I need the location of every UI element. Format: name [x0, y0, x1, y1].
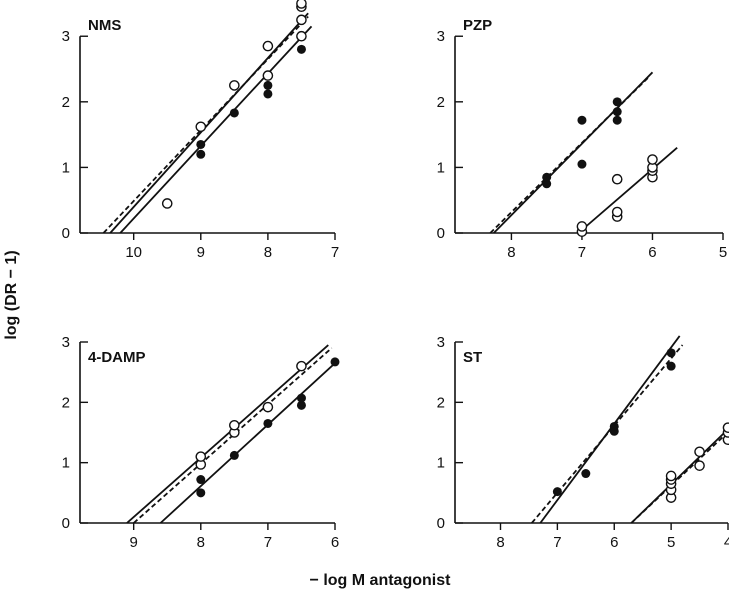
- data-point-filled: [196, 488, 206, 498]
- data-point-filled: [229, 108, 239, 118]
- regression-line-dashed: [489, 76, 650, 234]
- regression-line-solid: [119, 25, 313, 234]
- data-point-open: [229, 80, 240, 91]
- x-tick-label: 6: [648, 244, 656, 261]
- y-tick-label: 3: [437, 28, 445, 45]
- y-tick-label: 1: [62, 159, 70, 176]
- panel-title: 4-DAMP: [88, 349, 146, 366]
- x-tick-label: 8: [496, 534, 504, 551]
- panel-nms: 0 1 2 3 10 9 8 7 NMS: [62, 0, 339, 261]
- data-point-filled: [263, 418, 273, 428]
- y-tick-label: 2: [62, 94, 70, 111]
- regression-line-solid: [630, 427, 729, 524]
- data-point-filled: [296, 44, 306, 54]
- regression-line-dashed: [531, 344, 684, 524]
- x-tick-label: 4: [724, 534, 729, 551]
- panel-title: PZP: [463, 17, 492, 34]
- data-point-filled: [577, 115, 587, 125]
- data-point-filled: [666, 361, 676, 371]
- regression-line-dashed: [102, 15, 309, 234]
- data-point-filled: [296, 393, 306, 403]
- data-point-filled: [542, 179, 552, 189]
- data-point-filled: [612, 107, 622, 117]
- data-point-filled: [296, 400, 306, 410]
- data-point-filled: [552, 487, 562, 497]
- data-point-open: [296, 14, 307, 26]
- data-point-open: [195, 121, 207, 133]
- y-tick-label: 2: [437, 394, 445, 411]
- x-tick-label: 8: [264, 244, 272, 261]
- data-point-open: [694, 460, 705, 471]
- data-point-filled: [542, 172, 552, 182]
- data-point-open: [647, 154, 658, 165]
- regression-line-dashed: [630, 429, 729, 524]
- data-point-open: [296, 0, 307, 9]
- data-point-filled: [196, 139, 206, 149]
- data-point-open: [576, 221, 588, 232]
- y-tick-label: 0: [437, 225, 445, 242]
- data-point-open: [296, 360, 307, 372]
- y-tick-label: 0: [62, 515, 70, 532]
- data-point-filled: [196, 149, 206, 159]
- data-point-filled: [263, 89, 273, 99]
- data-point-open: [229, 419, 240, 431]
- data-point-filled: [581, 469, 591, 479]
- y-tick-label: 3: [62, 28, 70, 45]
- data-point-open: [262, 70, 274, 81]
- y-tick-label: 3: [437, 334, 445, 351]
- panel-title: ST: [463, 349, 482, 366]
- regression-line-solid: [159, 359, 339, 524]
- x-tick-label: 6: [331, 534, 339, 551]
- x-tick-label: 5: [719, 244, 727, 261]
- x-tick-label: 5: [667, 534, 675, 551]
- x-tick-label: 7: [264, 534, 272, 551]
- panel-st: 0 1 2 3 8 7 6 5 4 ST: [437, 334, 729, 551]
- x-tick-label: 7: [578, 244, 586, 261]
- data-point-filled: [609, 421, 619, 431]
- data-point-open: [665, 470, 677, 482]
- y-tick-label: 0: [437, 515, 445, 532]
- data-point-open: [262, 401, 274, 413]
- data-point-open: [694, 446, 705, 458]
- data-point-filled: [330, 357, 340, 367]
- regression-line-solid: [577, 147, 678, 234]
- x-axis-label: − log M antagonist: [310, 572, 452, 589]
- y-tick-label: 3: [62, 334, 70, 351]
- regression-line-solid: [109, 12, 309, 234]
- x-tick-label: 9: [197, 244, 205, 261]
- x-tick-label: 7: [331, 244, 339, 261]
- y-tick-label: 1: [437, 159, 445, 176]
- y-tick-label: 1: [62, 455, 70, 472]
- data-point-filled: [263, 80, 273, 90]
- data-point-filled: [666, 348, 676, 358]
- panel-title: NMS: [88, 17, 121, 34]
- data-point-filled: [196, 475, 206, 485]
- y-tick-label: 1: [437, 455, 445, 472]
- x-tick-label: 8: [197, 534, 205, 551]
- data-point-filled: [612, 97, 622, 107]
- data-point-filled: [612, 115, 622, 125]
- regression-line-solid: [126, 344, 329, 524]
- y-tick-label: 0: [62, 225, 70, 242]
- data-point-open: [161, 198, 173, 209]
- x-tick-label: 9: [130, 534, 138, 551]
- y-tick-label: 2: [62, 394, 70, 411]
- panel-4-damp: 0 1 2 3 9 8 7 6 4-DAMP: [62, 334, 340, 551]
- data-point-open: [262, 40, 274, 52]
- x-tick-label: 10: [125, 244, 142, 261]
- data-point-filled: [229, 450, 239, 460]
- data-point-open: [296, 30, 307, 42]
- data-point-open: [722, 422, 729, 433]
- panel-pzp: 0 1 2 3 8 7 6 5 PZP: [437, 17, 728, 261]
- x-tick-label: 8: [507, 244, 515, 261]
- x-tick-label: 6: [610, 534, 618, 551]
- y-tick-label: 2: [437, 94, 445, 111]
- y-axis-label: log (DR − 1): [3, 250, 20, 339]
- x-tick-label: 7: [553, 534, 561, 551]
- data-point-open: [611, 206, 623, 218]
- data-point-filled: [577, 159, 587, 169]
- data-point-open: [195, 451, 207, 462]
- data-point-open: [611, 173, 623, 185]
